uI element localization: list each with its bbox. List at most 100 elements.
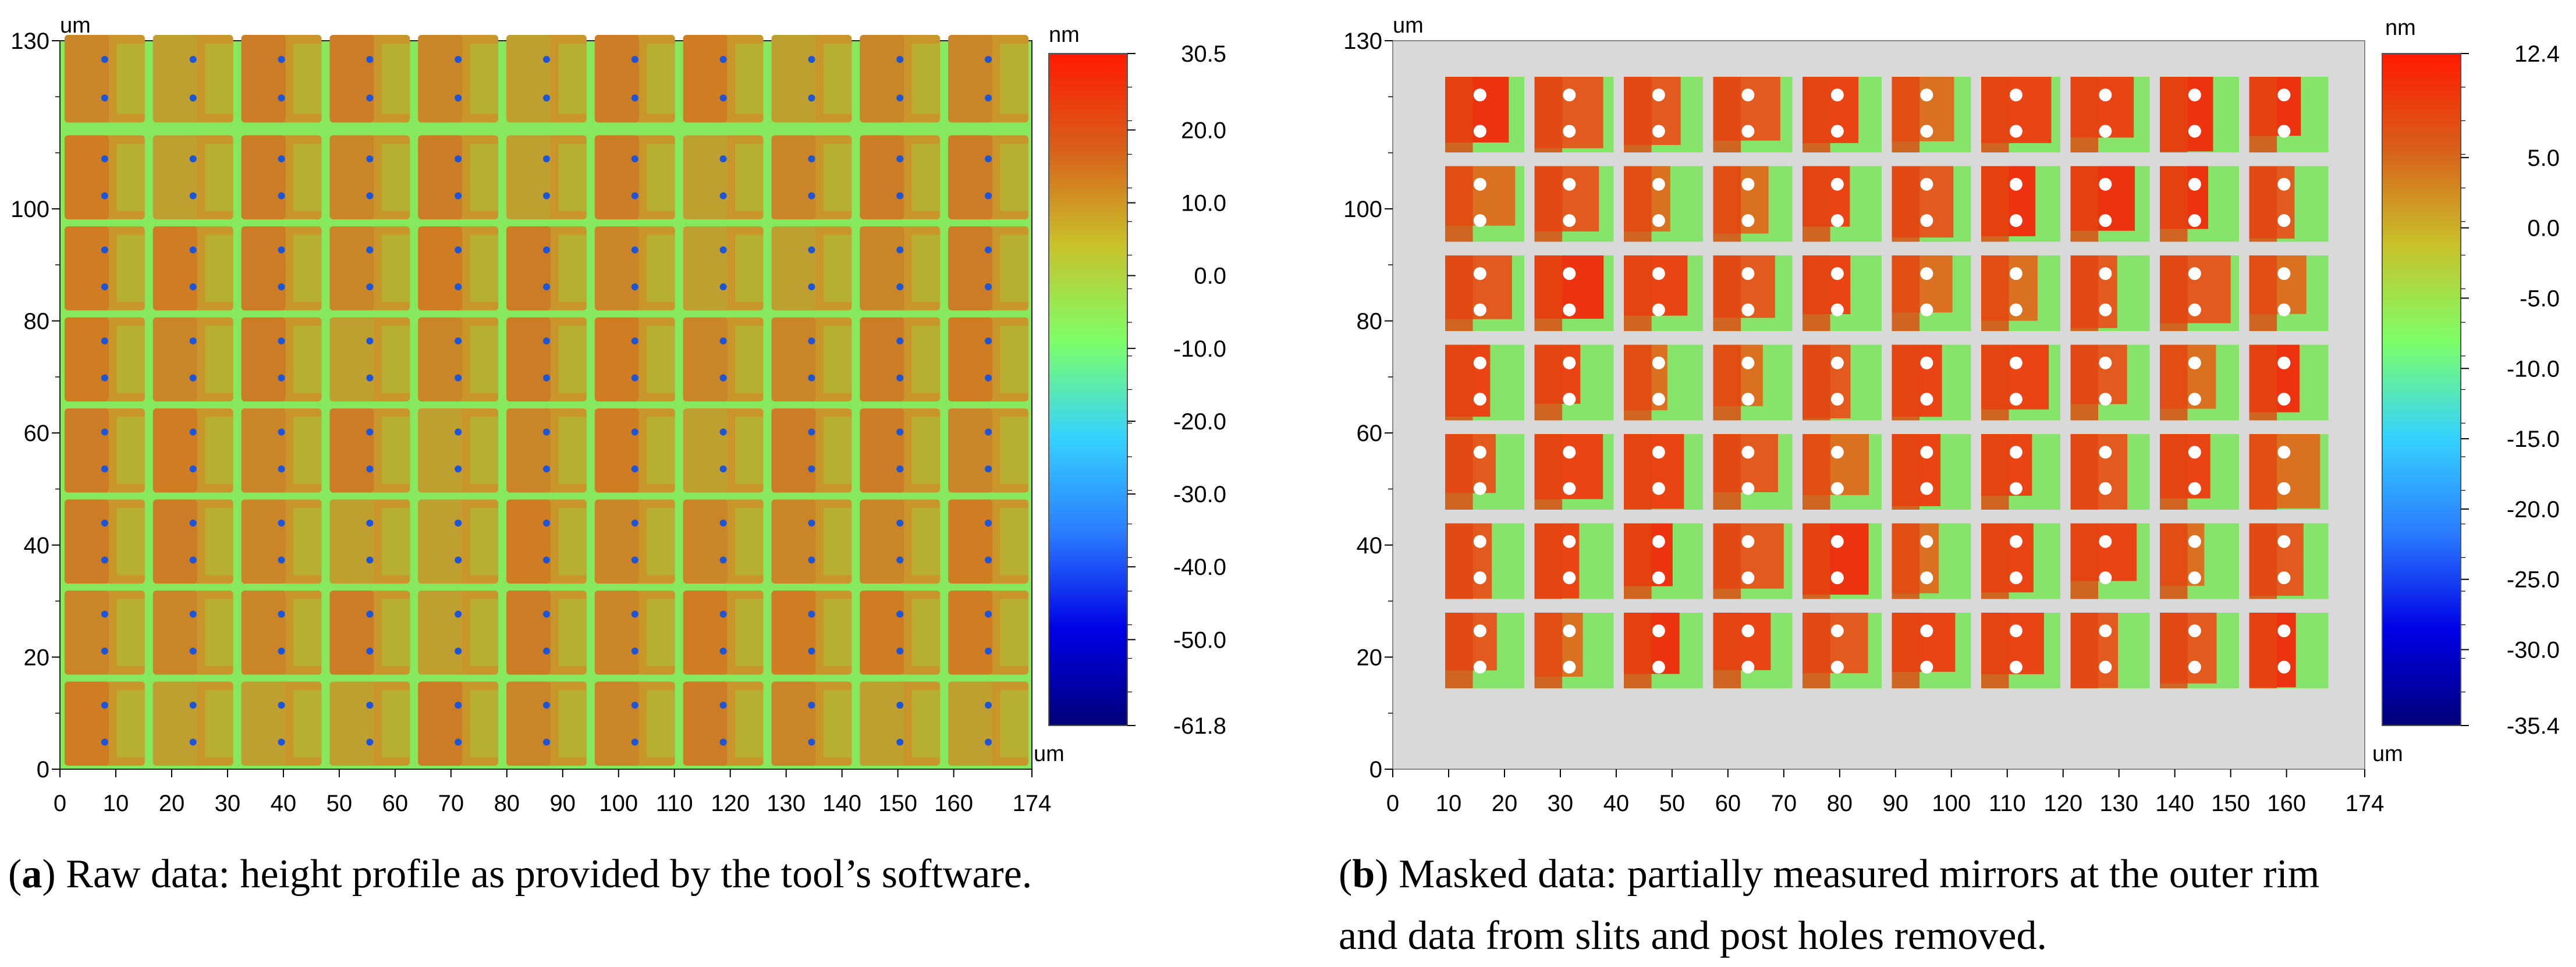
mirror-tile	[683, 591, 764, 675]
mirror-tile	[152, 35, 233, 123]
mirror-tile	[1892, 613, 1971, 688]
mirror-tile	[948, 681, 1028, 766]
panel-b-mirror-array	[1445, 77, 2329, 688]
mirror-tile	[1981, 523, 2060, 599]
mirror-tile	[860, 317, 941, 401]
mirror-tile	[860, 591, 941, 675]
x-tick-label: 120	[711, 791, 750, 816]
mirror-tile	[594, 35, 675, 123]
panel-a-x-unit: um	[1034, 742, 1065, 766]
mirror-tile	[948, 499, 1028, 584]
colorbar-tick-label: 30.5	[1181, 41, 1226, 67]
mirror-tile	[2249, 255, 2329, 331]
mirror-tile	[1534, 255, 1614, 331]
mirror-tile	[1981, 613, 2060, 688]
x-tick-label: 130	[767, 791, 806, 816]
colorbar-tick-label: 20.0	[1181, 118, 1226, 143]
mirror-tile	[1892, 434, 1971, 510]
mirror-tile	[2070, 77, 2150, 152]
y-tick-label: 0	[1369, 757, 1382, 783]
mirror-tile	[594, 408, 675, 493]
colorbar-tick-label: -35.4	[2507, 713, 2560, 739]
x-tick-label: 160	[934, 791, 973, 816]
y-tick-label: 80	[24, 309, 50, 335]
mirror-tile	[2070, 255, 2150, 331]
x-tick-label: 174	[2346, 791, 2385, 816]
mirror-tile	[65, 135, 145, 219]
x-tick-label: 80	[1827, 791, 1853, 816]
mirror-tile	[948, 408, 1028, 493]
mirror-tile	[1624, 77, 1703, 152]
y-tick-label: 130	[1343, 29, 1382, 54]
mirror-tile	[241, 135, 322, 219]
y-tick-label: 20	[1357, 645, 1383, 670]
mirror-tile	[594, 317, 675, 401]
y-tick-label: 60	[1357, 421, 1383, 446]
mirror-tile	[683, 35, 764, 123]
colorbar-tick-label: -20.0	[1173, 409, 1226, 435]
mirror-tile	[1534, 434, 1614, 510]
panel-a-y-unit: um	[60, 13, 91, 38]
mirror-tile	[241, 317, 322, 401]
mirror-tile	[152, 591, 233, 675]
mirror-tile	[418, 35, 499, 123]
mirror-tile	[1892, 523, 1971, 599]
panel-b-colorbar-ticks: 12.4 5.0 0.0 -5.0 -10.0 -15.0 -20.0 -25.0 -30.0 -…	[2461, 41, 2560, 739]
x-tick-label: 100	[1932, 791, 1971, 816]
mirror-tile	[152, 499, 233, 584]
panel-a-mirror-array	[61, 35, 1031, 769]
x-tick-label: 30	[1548, 791, 1574, 816]
panel-a-x-axis: 0 10 20 30 40 50 60 70 80 90 100 110 120 130 140 150 160…	[54, 769, 1051, 816]
mirror-tile	[506, 499, 587, 584]
mirror-tile	[1713, 613, 1793, 688]
mirror-tile	[1981, 166, 2060, 242]
colorbar-tick-label: 0.0	[1194, 264, 1226, 289]
mirror-tile	[1445, 77, 1524, 152]
mirror-tile	[771, 499, 852, 584]
mirror-tile	[1534, 344, 1614, 421]
mirror-tile	[506, 135, 587, 219]
mirror-tile	[65, 591, 145, 675]
colorbar-tick-label: 0.0	[2527, 216, 2560, 241]
mirror-tile	[506, 681, 587, 766]
mirror-tile	[152, 408, 233, 493]
mirror-tile	[1713, 166, 1793, 242]
mirror-tile	[1803, 255, 1882, 331]
mirror-tile	[683, 317, 764, 401]
x-tick-label: 120	[2043, 791, 2082, 816]
colorbar-tick-label: -30.0	[2507, 638, 2560, 663]
panel-b-caption-line1: Masked data: partially measured mirrors …	[1399, 852, 2320, 897]
mirror-tile	[594, 681, 675, 766]
mirror-tile	[2160, 166, 2239, 242]
panel-b-caption-line2: and data from slits and post holes remov…	[1339, 913, 2047, 958]
mirror-tile	[152, 681, 233, 766]
y-tick-label: 100	[1343, 197, 1382, 222]
panel-b-colorbar-unit: nm	[2385, 16, 2416, 40]
mirror-tile	[948, 317, 1028, 401]
panel-b: 0 20 40 60 80 100 130 0 10 20 30 40 50 60 70 80 90 100 11…	[1343, 13, 2560, 816]
panel-a-colorbar	[1048, 53, 1128, 726]
mirror-tile	[2249, 434, 2329, 510]
mirror-tile	[1803, 434, 1882, 510]
colorbar-tick-label: -15.0	[2507, 426, 2560, 452]
mirror-tile	[771, 135, 852, 219]
mirror-tile	[1445, 166, 1524, 242]
mirror-tile	[506, 408, 587, 493]
mirror-tile	[1713, 434, 1793, 510]
mirror-tile	[948, 135, 1028, 219]
mirror-tile	[1624, 166, 1703, 242]
mirror-tile	[241, 408, 322, 493]
mirror-tile	[1803, 523, 1882, 599]
mirror-tile	[2249, 77, 2329, 152]
mirror-tile	[418, 226, 499, 311]
mirror-tile	[2070, 613, 2150, 688]
mirror-tile	[1713, 77, 1793, 152]
mirror-tile	[1892, 255, 1971, 331]
x-tick-label: 50	[1659, 791, 1686, 816]
x-tick-label: 150	[2211, 791, 2250, 816]
mirror-tile	[2160, 434, 2239, 510]
y-tick-label: 0	[37, 757, 49, 783]
x-tick-label: 110	[656, 791, 693, 816]
mirror-tile	[329, 591, 410, 675]
mirror-tile	[683, 135, 764, 219]
